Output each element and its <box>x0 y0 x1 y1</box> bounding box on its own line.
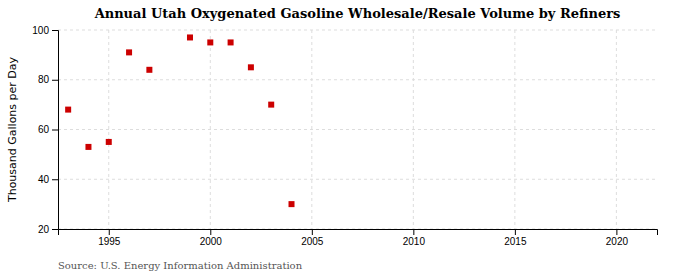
x-tick: 2005 <box>301 229 324 247</box>
y-grid-line <box>58 129 657 130</box>
point <box>289 201 295 207</box>
y-grid-line <box>58 179 657 180</box>
point <box>207 39 213 45</box>
x-axis: 1995 2000 2005 2010 2015 2020 <box>59 229 658 247</box>
y-tick-label: 100 <box>32 25 49 36</box>
grid <box>58 30 657 229</box>
y-grid-line <box>58 30 657 31</box>
x-tick-label: 2015 <box>504 236 527 247</box>
point <box>126 49 132 55</box>
y-tick: 60 <box>38 124 58 135</box>
x-tick: 2020 <box>606 229 629 247</box>
point <box>65 107 71 113</box>
points <box>65 34 294 207</box>
x-tick: 1995 <box>98 229 121 247</box>
y-tick-label: 20 <box>38 224 50 235</box>
x-tick-mark <box>210 229 211 235</box>
y-tick: 40 <box>38 174 58 185</box>
y-tick-mark <box>52 30 58 31</box>
y-tick-mark <box>52 179 58 180</box>
x-tick: 2015 <box>504 229 527 247</box>
x-tick-mark <box>312 229 313 235</box>
y-tick-label: 60 <box>38 124 50 135</box>
x-tick-label: 2005 <box>301 236 324 247</box>
y-tick-label: 80 <box>38 74 50 85</box>
chart: 19952000200520102015202020406080100Annua… <box>0 0 675 275</box>
x-tick-label: 1995 <box>98 236 121 247</box>
y-tick: 100 <box>32 25 58 36</box>
plot-area: 19952000200520102015202020406080100 <box>32 25 657 247</box>
y-tick-mark <box>52 80 58 81</box>
annotation: Source: U.S. Energy Information Administ… <box>58 260 303 271</box>
x-tick-mark <box>515 229 516 235</box>
point <box>187 34 193 40</box>
y-axis-line <box>52 31 59 230</box>
x-tick-mark <box>413 229 414 235</box>
x-tick-mark <box>109 229 110 235</box>
y-axis: 20 40 60 80 100 <box>32 25 58 235</box>
x-tick-label: 2010 <box>403 236 426 247</box>
y-tick: 20 <box>38 224 58 235</box>
x-tick: 2010 <box>403 229 426 247</box>
y-tick-mark <box>52 130 58 131</box>
x-axis-line <box>59 230 658 236</box>
point <box>248 64 254 70</box>
x-tick-label: 2020 <box>606 236 629 247</box>
point <box>228 39 234 45</box>
y-grid-line <box>58 79 657 80</box>
point <box>146 67 152 73</box>
title: Annual Utah Oxygenated Gasoline Wholesal… <box>94 6 621 21</box>
x-tick: 2000 <box>200 229 223 247</box>
x-tick-mark <box>616 229 617 235</box>
y-axis-title: Thousand Gallons per Day <box>6 56 19 203</box>
y-tick: 80 <box>38 74 58 85</box>
point <box>106 139 112 145</box>
y-tick-mark <box>52 229 58 230</box>
y-tick-label: 40 <box>38 174 50 185</box>
point <box>268 102 274 108</box>
point <box>85 144 91 150</box>
x-tick-label: 2000 <box>200 236 223 247</box>
